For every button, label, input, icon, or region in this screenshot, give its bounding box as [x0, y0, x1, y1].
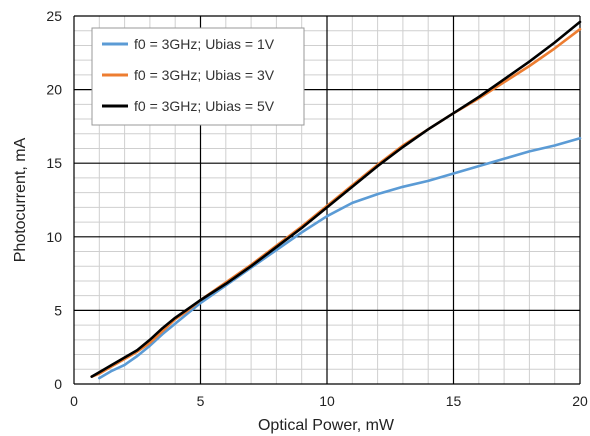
x-tick-label: 15	[446, 393, 462, 409]
y-axis-title: Photocurrent, mA	[12, 137, 29, 262]
y-tick-label: 15	[46, 155, 62, 171]
y-tick-label: 5	[54, 302, 62, 318]
legend-label-2: f0 = 3GHz; Ubias = 3V	[134, 67, 275, 83]
x-tick-label: 20	[572, 393, 588, 409]
tick-labels: 0 5 10 15 20 0 5 10 15 20 25	[46, 8, 588, 409]
series-line-3	[90, 20, 582, 378]
legend-label-3: f0 = 3GHz; Ubias = 5V	[134, 98, 275, 114]
y-tick-label: 20	[46, 82, 62, 98]
x-axis-title: Optical Power, mW	[258, 417, 395, 434]
y-tick-label: 10	[46, 229, 62, 245]
x-tick-label: 0	[70, 393, 78, 409]
series-line-1	[98, 136, 582, 380]
legend: f0 = 3GHz; Ubias = 1V f0 = 3GHz; Ubias = …	[91, 27, 305, 126]
y-tick-label: 0	[54, 376, 62, 392]
y-tick-label: 25	[46, 8, 62, 24]
legend-label-1: f0 = 3GHz; Ubias = 1V	[134, 36, 275, 52]
x-tick-label: 5	[197, 393, 205, 409]
x-tick-label: 10	[319, 393, 335, 409]
